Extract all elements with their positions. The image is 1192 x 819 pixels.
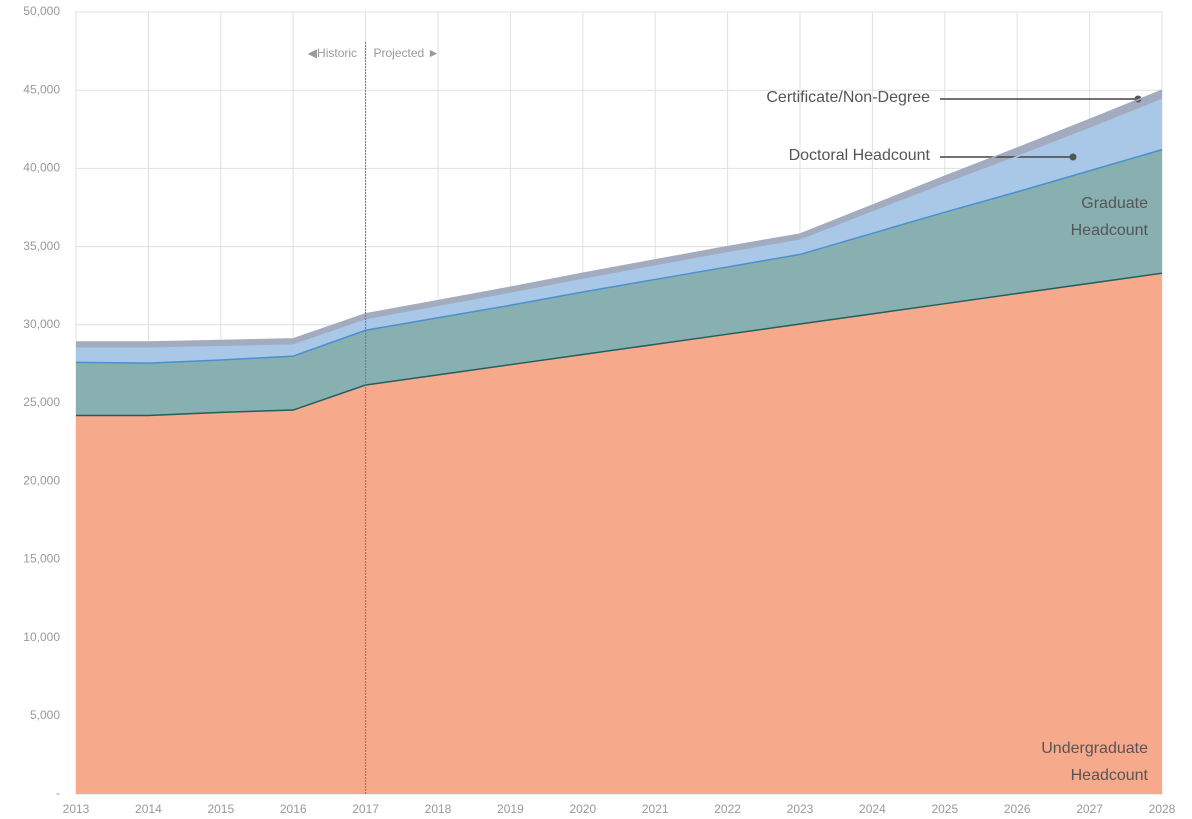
x-tick-label: 2025 [931,802,958,816]
divider-label: ◀Historic | Projected ► [308,46,440,60]
x-tick-label: 2018 [425,802,452,816]
x-tick-label: 2023 [787,802,814,816]
series-label: Certificate/Non-Degree [766,89,930,106]
x-tick-label: 2028 [1149,802,1176,816]
x-tick-label: 2016 [280,802,307,816]
series-label: Undergraduate Headcount [1041,740,1148,784]
x-tick-label: 2013 [63,802,90,816]
area [76,273,1162,794]
area-edge [76,98,1163,350]
y-tick-label: 15,000 [23,552,60,566]
x-tick-label: 2020 [569,802,596,816]
y-tick-label: 20,000 [23,473,60,487]
x-tick-label: 2019 [497,802,524,816]
y-tick-label: - [56,786,60,800]
y-tick-label: 5,000 [30,708,60,722]
area [76,149,1162,416]
y-tick-label: 40,000 [23,161,60,175]
series-label: Doctoral Headcount [788,147,930,164]
x-tick-label: 2026 [1004,802,1031,816]
y-tick-label: 45,000 [23,82,60,96]
x-tick-label: 2024 [859,802,886,816]
x-tick-label: 2022 [714,802,741,816]
y-tick-label: 30,000 [23,317,60,331]
y-tick-label: 10,000 [23,630,60,644]
y-tick-label: 50,000 [23,4,60,18]
x-tick-label: 2017 [352,802,379,816]
area-edge [76,89,1163,343]
area-edge [75,148,1163,364]
x-tick-label: 2014 [135,802,162,816]
y-tick-label: 25,000 [23,395,60,409]
area-edge [76,272,1163,417]
leader-dot [1069,153,1077,161]
x-tick-label: 2015 [207,802,234,816]
x-tick-label: 2021 [642,802,669,816]
y-tick-label: 35,000 [23,239,60,253]
series-label: Graduate Headcount [1070,195,1148,239]
x-tick-label: 2027 [1076,802,1103,816]
